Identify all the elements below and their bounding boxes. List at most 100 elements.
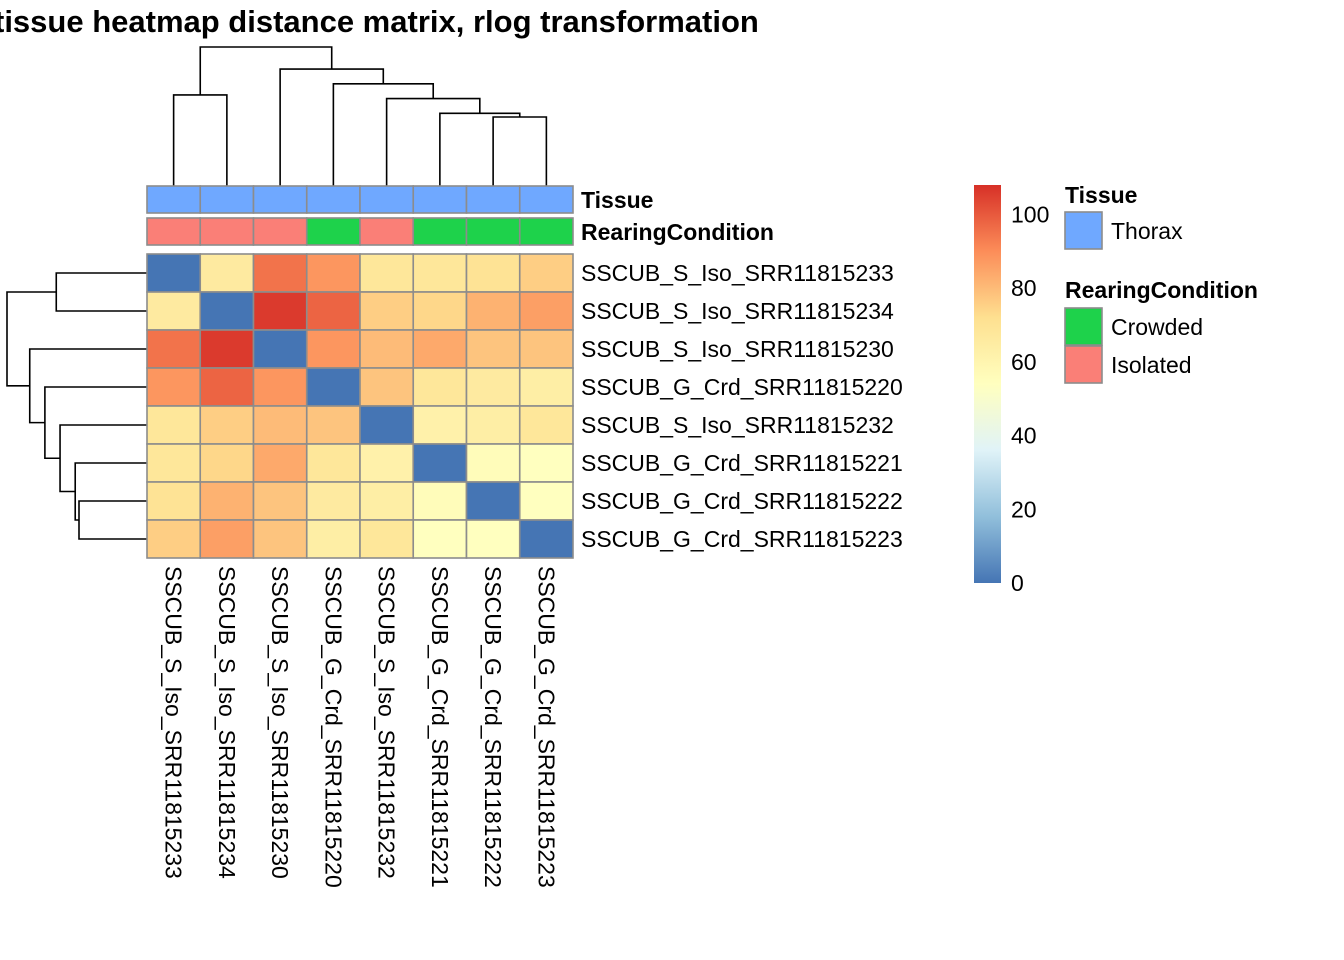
legend-item-rearing-crowded-swatch xyxy=(1064,307,1103,346)
heatmap-cell-r6-c2 xyxy=(252,481,308,521)
heatmap-cell-r2-c6 xyxy=(465,329,521,369)
row-dendrogram-branch xyxy=(59,424,147,493)
color-bar-tick-label: 60 xyxy=(1011,349,1037,375)
heatmap-cell-r4-c7 xyxy=(518,405,574,445)
color-bar-tick-label: 40 xyxy=(1011,423,1037,449)
row-label: SSCUB_G_Crd_SRR11815223 xyxy=(581,526,903,552)
column-label: SSCUB_S_Iso_SRR11815233 xyxy=(161,566,187,879)
heatmap-cell-r4-c4 xyxy=(359,405,415,445)
color-scale-legend: 0 20 40 60 80 100 xyxy=(974,185,1049,596)
chart-title: tissue heatmap distance matrix, rlog tra… xyxy=(0,4,759,39)
heatmap-cell-r7-c6 xyxy=(465,519,521,559)
annotation-label-tissue: Tissue xyxy=(581,187,653,213)
heatmap-cell-r3-c2 xyxy=(252,367,308,407)
column-dendrogram xyxy=(172,46,548,186)
column-label: SSCUB_S_Iso_SRR11815232 xyxy=(374,566,400,879)
column-dendrogram-branch xyxy=(199,46,333,95)
heatmap-cell-r4-c5 xyxy=(412,405,468,445)
heatmap-cell-r6-c6 xyxy=(465,481,521,521)
row-dendrogram-branch xyxy=(28,348,147,424)
heatmap-cell-r6-c5 xyxy=(412,481,468,521)
heatmap-cell-r6-c1 xyxy=(199,481,255,521)
annotation-tissue-cell-5 xyxy=(412,185,468,214)
annotation-tissue-cell-2 xyxy=(252,185,308,214)
column-label: SSCUB_G_Crd_SRR11815221 xyxy=(427,566,453,888)
column-dendrogram-branch xyxy=(385,97,481,186)
column-dendrogram-branch xyxy=(439,112,521,186)
heatmap-cell-r5-c0 xyxy=(146,443,202,483)
heatmap-cell-r1-c1 xyxy=(199,291,255,331)
color-bar-tick-label: 20 xyxy=(1011,496,1037,522)
heatmap-cell-r7-c5 xyxy=(412,519,468,559)
annotation-rearingcondition-cell-7 xyxy=(518,217,574,246)
heatmap-cell-r0-c2 xyxy=(252,253,308,293)
heatmap-cells xyxy=(146,253,574,559)
legend-item-rearing-isolated-label: Isolated xyxy=(1111,352,1192,378)
heatmap-cell-r5-c3 xyxy=(305,443,361,483)
annotation-legend: Tissue Thorax RearingCondition Crowded Isola… xyxy=(1064,182,1258,384)
heatmap-cell-r1-c5 xyxy=(412,291,468,331)
column-dendrogram-branch xyxy=(492,116,548,186)
heatmap-cell-r3-c4 xyxy=(359,367,415,407)
heatmap-cell-r0-c3 xyxy=(305,253,361,293)
column-labels: SSCUB_S_Iso_SRR11815233 SSCUB_S_Iso_SRR11… xyxy=(161,566,560,888)
legend-item-tissue-thorax-label: Thorax xyxy=(1111,218,1183,244)
annotation-tissue-cell-3 xyxy=(305,185,361,214)
heatmap-cell-r5-c1 xyxy=(199,443,255,483)
heatmap-cell-r7-c3 xyxy=(305,519,361,559)
column-label: SSCUB_G_Crd_SRR11815223 xyxy=(533,566,559,888)
legend-item-rearing-crowded-label: Crowded xyxy=(1111,314,1203,340)
row-dendrogram-branch xyxy=(78,500,147,540)
heatmap-cell-r7-c4 xyxy=(359,519,415,559)
annotation-rearingcondition-cell-1 xyxy=(199,217,255,246)
row-label: SSCUB_S_Iso_SRR11815232 xyxy=(581,412,894,438)
legend-title-tissue: Tissue xyxy=(1065,182,1137,208)
color-bar-tick-label: 80 xyxy=(1011,275,1037,301)
annotation-rearingcondition-cell-5 xyxy=(412,217,468,246)
row-label: SSCUB_S_Iso_SRR11815234 xyxy=(581,298,894,324)
annotation-tissue-cell-6 xyxy=(465,185,521,214)
heatmap-cell-r5-c7 xyxy=(518,443,574,483)
column-label: SSCUB_S_Iso_SRR11815234 xyxy=(214,566,240,879)
row-dendrogram-branch xyxy=(74,462,147,521)
heatmap-cell-r4-c3 xyxy=(305,405,361,445)
annotation-tracks: Tissue RearingCondition xyxy=(146,185,774,246)
heatmap-cell-r7-c7 xyxy=(518,519,574,559)
heatmap-cell-r0-c7 xyxy=(518,253,574,293)
annotation-label-rearingcondition: RearingCondition xyxy=(581,219,774,245)
annotation-tissue-cell-4 xyxy=(359,185,415,214)
heatmap-cell-r2-c5 xyxy=(412,329,468,369)
legend-title-rearingcondition: RearingCondition xyxy=(1065,277,1258,303)
annotation-rearingcondition-cell-4 xyxy=(359,217,415,246)
row-label: SSCUB_G_Crd_SRR11815220 xyxy=(581,374,903,400)
annotation-rearingcondition-cell-0 xyxy=(146,217,202,246)
heatmap-cell-r3-c3 xyxy=(305,367,361,407)
row-label: SSCUB_S_Iso_SRR11815233 xyxy=(581,260,894,286)
heatmap-cell-r5-c5 xyxy=(412,443,468,483)
annotation-rearingcondition-cell-6 xyxy=(465,217,521,246)
heatmap-cell-r5-c4 xyxy=(359,443,415,483)
heatmap-cell-r4-c2 xyxy=(252,405,308,445)
column-label: SSCUB_S_Iso_SRR11815230 xyxy=(267,566,293,879)
heatmap-cell-r1-c0 xyxy=(146,291,202,331)
heatmap-cell-r4-c6 xyxy=(465,405,521,445)
column-label: SSCUB_G_Crd_SRR11815222 xyxy=(480,566,506,888)
heatmap-cell-r0-c6 xyxy=(465,253,521,293)
heatmap-cell-r1-c7 xyxy=(518,291,574,331)
heatmap-cell-r0-c5 xyxy=(412,253,468,293)
heatmap-cell-r2-c4 xyxy=(359,329,415,369)
heatmap-cell-r1-c4 xyxy=(359,291,415,331)
heatmap-cell-r7-c1 xyxy=(199,519,255,559)
heatmap-cell-r1-c3 xyxy=(305,291,361,331)
color-bar-tick-label: 100 xyxy=(1011,201,1049,227)
legend-item-rearing-isolated-swatch xyxy=(1064,345,1103,384)
heatmap-cell-r6-c4 xyxy=(359,481,415,521)
heatmap-cell-r0-c1 xyxy=(199,253,255,293)
heatmap-cell-r4-c1 xyxy=(199,405,255,445)
annotation-tissue-cell-1 xyxy=(199,185,255,214)
color-bar xyxy=(974,185,1001,583)
heatmap-cell-r5-c6 xyxy=(465,443,521,483)
heatmap-cell-r4-c0 xyxy=(146,405,202,445)
heatmap-cell-r7-c0 xyxy=(146,519,202,559)
